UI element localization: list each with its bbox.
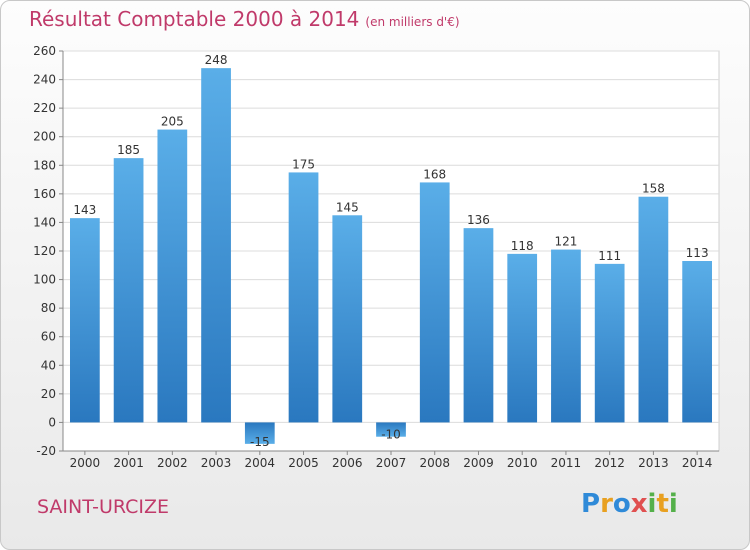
bar-value-label: 113 (686, 246, 709, 260)
bar-value-label: 158 (642, 182, 665, 196)
y-tick-label: 240 (33, 73, 56, 87)
y-tick-label: 260 (33, 44, 56, 58)
bar-value-label: 175 (292, 157, 315, 171)
bar (463, 228, 494, 423)
logo-letter: i (647, 489, 657, 519)
bar-value-label: 118 (511, 239, 534, 253)
x-axis: 2000 2001 2002 2003 2004 2005 2006 2007 2008 2009… (63, 450, 719, 470)
bar (419, 182, 450, 423)
y-tick-label: 220 (33, 101, 56, 115)
bar (113, 158, 144, 423)
bar (638, 196, 669, 423)
x-tick-label: 2009 (463, 456, 494, 470)
bar (157, 129, 188, 423)
y-tick-label: 160 (33, 187, 56, 201)
x-tick-label: 2002 (157, 456, 188, 470)
logo-letter: r (600, 489, 613, 519)
x-tick-label: 2013 (638, 456, 669, 470)
y-tick-label: 200 (33, 130, 56, 144)
bar-value-label: 145 (336, 200, 359, 214)
y-tick-label: 0 (48, 415, 56, 429)
bar (288, 172, 319, 423)
y-tick-label: 40 (41, 358, 56, 372)
x-tick-label: 2001 (113, 456, 144, 470)
x-tick-label: 2014 (682, 456, 713, 470)
x-tick-label: 2008 (419, 456, 450, 470)
y-tick-label: 60 (41, 330, 56, 344)
bar (507, 253, 538, 423)
logo-letter: i (668, 489, 678, 519)
place-name: SAINT-URCIZE (37, 496, 169, 518)
x-tick-label: 2004 (245, 456, 276, 470)
logo-letter: t (656, 489, 669, 519)
y-tick-label: 180 (33, 158, 56, 172)
y-tick-label: 80 (41, 301, 56, 315)
y-axis: -20 0 20 40 60 80 100 120 140 160 180 200 220 240 260 (33, 44, 64, 458)
bar-value-label: 168 (423, 167, 446, 181)
bar-value-label: 111 (598, 249, 621, 263)
y-tick-label: 20 (41, 387, 56, 401)
bar (201, 68, 231, 423)
y-tick-label: 100 (33, 273, 56, 287)
chart-subtitle: (en milliers d'€) (365, 15, 460, 29)
bar-value-label: 248 (205, 53, 228, 67)
x-tick-label: 2011 (551, 456, 582, 470)
bar-value-label: 205 (161, 115, 184, 129)
bars: 143 185 205 248 -15 175 145 -10 168 136 118 121 111 1… (69, 53, 713, 449)
bar-value-label: 185 (117, 143, 140, 157)
y-tick-label: -20 (36, 444, 56, 458)
bar-value-label: -10 (381, 428, 401, 442)
bar (332, 215, 363, 423)
proxiti-logo: Proxiti (581, 489, 678, 519)
x-tick-label: 2003 (201, 456, 232, 470)
y-tick-label: 140 (33, 215, 56, 229)
chart-title-text: Résultat Comptable 2000 à 2014 (29, 7, 360, 31)
chart-title: Résultat Comptable 2000 à 2014 (en millie… (29, 7, 460, 31)
x-tick-label: 2012 (594, 456, 625, 470)
bar (376, 422, 406, 437)
bar (551, 249, 581, 423)
x-tick-label: 2006 (332, 456, 363, 470)
bar (244, 422, 275, 444)
x-tick-label: 2005 (288, 456, 319, 470)
x-tick-label: 2007 (376, 456, 407, 470)
bar (682, 261, 713, 423)
x-tick-label: 2000 (70, 456, 101, 470)
x-tick-label: 2010 (507, 456, 538, 470)
bar-value-label: 143 (73, 203, 96, 217)
bar-value-label: 121 (554, 235, 577, 249)
bar (69, 218, 100, 423)
bar-value-label: 136 (467, 213, 490, 227)
bar-value-label: -15 (250, 435, 270, 449)
logo-letter: o (612, 489, 631, 519)
y-tick-label: 120 (33, 244, 56, 258)
bar (594, 263, 625, 423)
logo-letter: P (581, 489, 601, 519)
logo-letter: x (630, 489, 648, 519)
